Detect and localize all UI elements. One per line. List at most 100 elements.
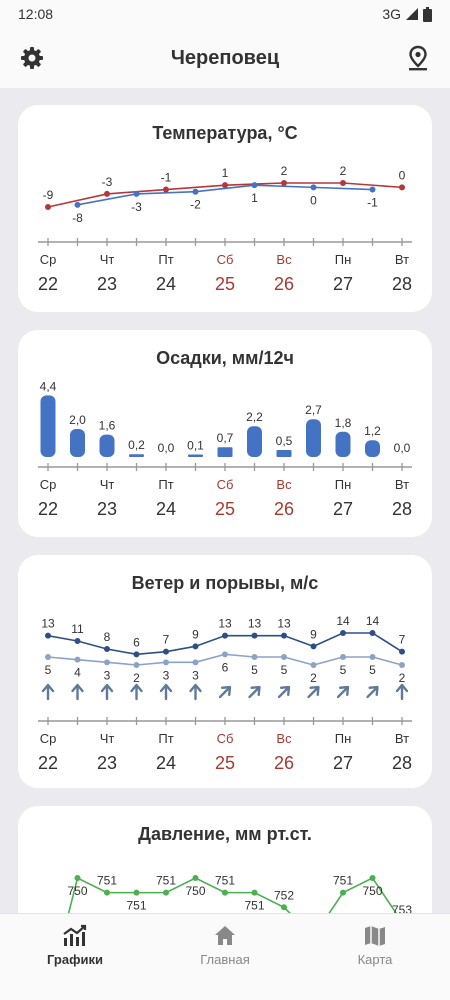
pressure-label: 751 (215, 874, 235, 888)
temp-max-label: 2 (340, 164, 347, 178)
wind-gust-point (192, 643, 199, 650)
precip-title: Осадки, мм/12ч (156, 348, 294, 368)
day-of-week-label: Вс (276, 477, 292, 492)
nav-home-label: Главная (200, 952, 250, 967)
pressure-point (192, 875, 199, 881)
temp-min-point (369, 186, 376, 193)
pressure-label: 750 (362, 884, 382, 898)
temp-min-point (74, 201, 81, 208)
wind-gust-point (310, 643, 317, 650)
pressure-label: 753 (392, 903, 412, 913)
pressure-label: 750 (185, 884, 205, 898)
day-of-week-label: Пт (158, 252, 173, 267)
day-of-week-label: Пт (158, 731, 173, 746)
day-of-week-label: Чт (100, 731, 115, 746)
nav-map-label: Карта (357, 952, 393, 967)
charts-scroll-area[interactable]: Температура, °C -9 -3 -1 1 2 2 0 -8 -3 -2 1 0 -1 Ср 22… (0, 88, 450, 913)
pressure-point (281, 904, 287, 911)
precip-card: Осадки, мм/12ч 4,4 2,0 1,6 0,2 0,0 0,1 0,7 2,2 0… (18, 330, 432, 537)
nav-map[interactable]: Карта (315, 924, 435, 967)
wind-gust-label: 13 (277, 617, 291, 631)
wind-direction-arrow-icon (366, 685, 379, 699)
pressure-label: 751 (156, 874, 176, 888)
wind-speed-point (251, 654, 258, 660)
temp-min-label: -1 (367, 196, 378, 210)
day-of-week-label: Пн (335, 731, 352, 746)
wind-direction-arrow-icon (307, 685, 320, 699)
nav-charts[interactable]: Графики (15, 924, 135, 967)
wind-gust-label: 13 (248, 617, 262, 631)
day-number-label: 25 (215, 499, 235, 519)
wind-gust-point (45, 632, 51, 639)
signal-icon (406, 8, 418, 20)
pressure-point (104, 889, 110, 896)
temp-min-label: -8 (72, 211, 83, 225)
wind-speed-label: 5 (251, 663, 258, 677)
temp-min-label: 1 (251, 191, 258, 205)
wind-speed-point (399, 662, 405, 668)
status-bar: 12:08 3G (0, 0, 450, 28)
precip-bar (306, 419, 321, 457)
precip-value-label: 0,5 (276, 434, 293, 448)
nav-home[interactable]: Главная (165, 924, 285, 967)
wind-gust-label: 14 (336, 614, 350, 628)
day-number-label: 26 (274, 274, 294, 294)
precip-bar (217, 447, 233, 457)
precip-value-label: 2,7 (305, 403, 322, 417)
status-time: 12:08 (18, 6, 54, 22)
page-title: Череповец (170, 46, 280, 69)
day-number-label: 25 (215, 753, 235, 773)
location-button[interactable] (404, 44, 432, 72)
wind-direction-arrow-icon (41, 683, 55, 701)
precip-bar (365, 440, 380, 457)
precip-value-label: 0,2 (128, 438, 145, 452)
wind-direction-arrow-icon (100, 683, 114, 701)
pressure-point (74, 875, 81, 881)
temp-max-label: -3 (102, 175, 113, 189)
pressure-label: 751 (97, 874, 117, 888)
temperature-chart: -9-3 -1 1 2 2 0-8-3 -2 1 0 -1Ср22Чт23Пт24Сб25Вс26… (38, 164, 412, 294)
temperature-card: Температура, °C -9 -3 -1 1 2 2 0 -8 -3 -2 1 0 -1 Ср 22… (18, 105, 432, 312)
wind-speed-point (222, 651, 228, 658)
precip-value-label: 0,7 (217, 431, 234, 445)
wind-speed-label: 2 (310, 671, 317, 685)
day-number-label: 22 (38, 274, 58, 294)
wind-gust-label: 13 (218, 617, 232, 631)
day-of-week-label: Вс (276, 731, 292, 746)
day-of-week-label: Вт (395, 252, 409, 267)
wind-gust-label: 13 (41, 617, 55, 631)
day-number-label: 24 (156, 499, 176, 519)
wind-speed-point (104, 659, 110, 666)
settings-button[interactable] (18, 44, 46, 72)
wind-title: Ветер и порывы, м/с (131, 573, 319, 593)
wind-speed-label: 5 (340, 663, 347, 677)
day-of-week-label: Ср (40, 477, 57, 492)
wind-gust-label: 9 (310, 627, 317, 641)
day-of-week-label: Ср (40, 252, 57, 267)
precip-chart: 4,4 2,0 1,6 0,2 0,0 0,1 0,7 2,2 0,5 2,7 1,8 1,2 0,0 С… (38, 379, 412, 519)
temp-min-label: -3 (131, 200, 142, 214)
day-of-week-label: Вс (276, 252, 292, 267)
precip-bar (188, 454, 203, 457)
precip-bar (99, 434, 115, 457)
pressure-label: 750 (67, 884, 87, 898)
day-number-label: 28 (392, 274, 412, 294)
day-number-label: 23 (97, 274, 117, 294)
precip-bar (70, 429, 85, 457)
precip-bar (276, 450, 292, 457)
day-number-label: 26 (274, 753, 294, 773)
precip-bar (335, 431, 351, 457)
wind-speed-point (163, 659, 169, 666)
pressure-point (133, 889, 140, 896)
status-indicators: 3G (382, 6, 432, 22)
wind-gust-point (104, 646, 110, 652)
temp-max-label: -9 (43, 188, 54, 202)
day-number-label: 23 (97, 499, 117, 519)
precip-value-label: 0,1 (187, 439, 204, 453)
precip-value-label: 1,2 (364, 424, 381, 438)
temp-min-line (77, 184, 373, 206)
wind-direction-arrow-icon (130, 683, 143, 701)
temp-max-label: 1 (222, 166, 229, 180)
day-number-label: 26 (274, 499, 294, 519)
